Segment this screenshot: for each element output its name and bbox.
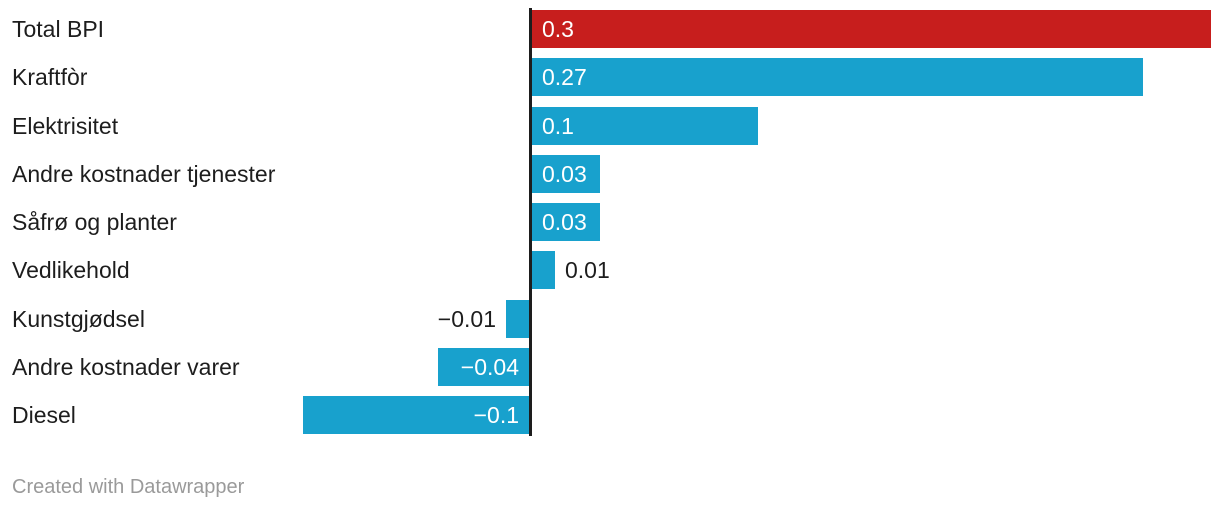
chart-row: Elektrisitet 0.1: [0, 106, 1220, 145]
value-label: 0.01: [565, 257, 610, 284]
bar: [532, 58, 1143, 97]
category-label: Kunstgjødsel: [12, 305, 145, 332]
category-label: Andre kostnader tjenester: [12, 160, 276, 187]
chart-row: Andre kostnader varer −0.04: [0, 347, 1220, 386]
bar: [438, 347, 529, 386]
chart-row: Total BPI 0.3: [0, 10, 1220, 48]
value-label: 0.3: [542, 16, 574, 42]
chart-row: Diesel −0.1: [0, 396, 1220, 434]
category-label: Kraftfòr: [12, 64, 88, 91]
category-label: Elektrisitet: [12, 112, 119, 139]
category-label: Diesel: [12, 402, 76, 428]
category-label: Såfrø og planter: [12, 209, 177, 235]
chart-row: Såfrø og planter 0.03: [0, 203, 1220, 241]
bar: [303, 396, 529, 434]
bar: [532, 106, 758, 145]
bar-chart: Total BPI 0.3 Kraftfòr 0.27 Elektrisitet 0.1 A…: [0, 8, 1220, 436]
chart-row: Kraftfòr 0.27: [0, 58, 1220, 97]
bar: [532, 154, 600, 193]
value-label: 0.1: [542, 112, 574, 139]
value-label: 0.03: [542, 160, 587, 187]
value-label: −0.1: [473, 402, 519, 428]
attribution-link[interactable]: Created with Datawrapper: [12, 476, 245, 498]
value-label: −0.04: [460, 353, 519, 380]
category-label: Total BPI: [12, 16, 105, 42]
category-label: Vedlikehold: [12, 257, 130, 284]
bar: [532, 251, 555, 290]
chart-row: Kunstgjødsel −0.01: [0, 299, 1220, 338]
value-label: −0.01: [437, 305, 496, 332]
value-label: 0.27: [542, 64, 587, 91]
category-label: Andre kostnader varer: [12, 353, 240, 380]
chart-row: Andre kostnader tjenester 0.03: [0, 154, 1220, 193]
value-label: 0.03: [542, 209, 587, 235]
bar: [532, 203, 600, 241]
bar: [532, 10, 1211, 48]
bar: [506, 299, 529, 338]
zero-baseline: [529, 8, 532, 436]
chart-row: Vedlikehold 0.01: [0, 251, 1220, 290]
